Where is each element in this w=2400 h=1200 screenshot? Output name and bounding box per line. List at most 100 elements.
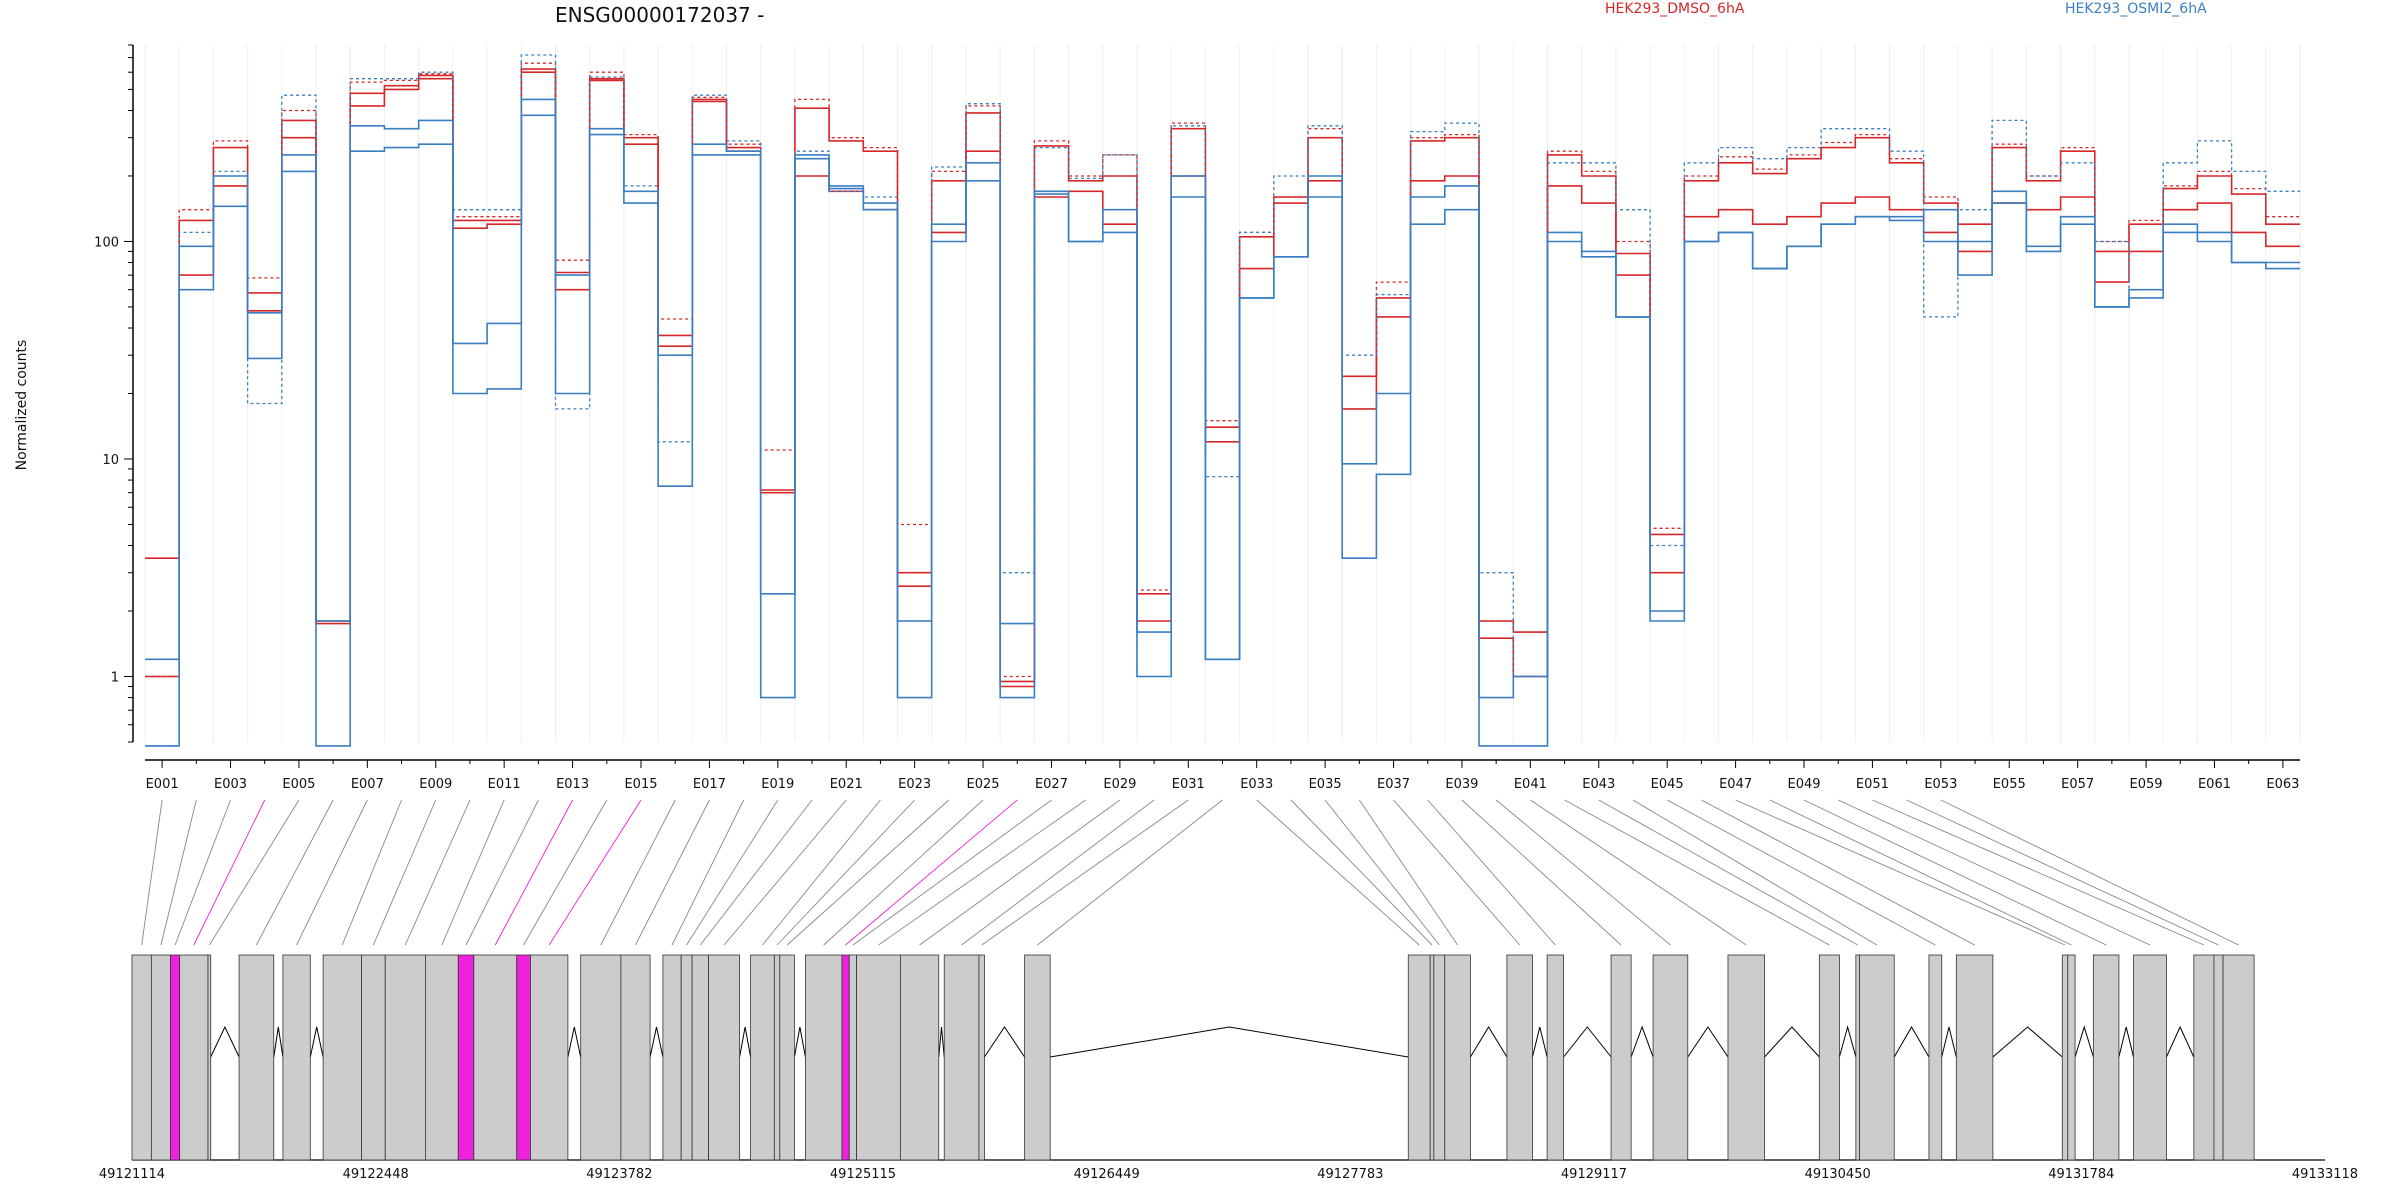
x-tick-label: E013: [556, 777, 589, 792]
intron-line: [210, 1025, 240, 1058]
exon-links: [141, 799, 2239, 946]
intron-line: [309, 1026, 324, 1058]
exon-block: [680, 954, 693, 1161]
exon-block-highlighted: [457, 954, 475, 1161]
exon-link-line: [1906, 799, 2219, 946]
x-tick-label: E041: [1514, 777, 1547, 792]
intron-line: [1469, 1026, 1508, 1058]
gene-model: 49121114 49122448 49123782 49125115 49126449…: [99, 954, 2358, 1182]
plot-series: [145, 54, 2300, 747]
legend-entry: HEK293_DMSO_6hA: [1605, 1, 1745, 17]
exon-link-line: [776, 799, 915, 946]
x-tick-label: E029: [1103, 777, 1136, 792]
x-tick-label: E053: [1924, 777, 1957, 792]
x-tick-label: E025: [967, 777, 1000, 792]
exon-block: [2193, 954, 2215, 1161]
y-axis-label: Normalized counts: [14, 340, 30, 471]
exon-block: [2067, 954, 2076, 1161]
exon-block: [691, 954, 709, 1161]
coordinate-label: 49121114: [99, 1167, 165, 1182]
exon-link-line: [1256, 799, 1420, 946]
chart-title: ENSG00000172037 -: [555, 3, 764, 27]
exon-link-line: [341, 799, 402, 946]
intron-line: [938, 1026, 945, 1058]
series-line-osmi-5: [145, 54, 2300, 747]
exon-block: [750, 954, 775, 1161]
exon-block: [2133, 954, 2167, 1161]
exon-link-line: [548, 799, 642, 946]
exon-block: [238, 954, 275, 1161]
exon-block: [1546, 954, 1564, 1161]
exon-link-line: [494, 799, 573, 946]
exon-block: [899, 954, 940, 1161]
exon-link-line: [671, 799, 745, 946]
exon-link-line: [699, 799, 813, 946]
exon-link-line: [786, 799, 950, 946]
coordinate-label: 49129117: [1561, 1167, 1627, 1182]
series-line-dmso-0: [145, 68, 2300, 683]
exon-link-line: [1037, 799, 1223, 946]
x-tick-label: E037: [1377, 777, 1410, 792]
exon-link-line: [878, 799, 1086, 946]
exon-block-highlighted: [516, 954, 531, 1161]
exon-block: [2222, 954, 2255, 1161]
exon-link-line: [1666, 799, 1936, 946]
exon-link-line: [1735, 799, 2066, 946]
exon-link-line: [1701, 799, 1975, 946]
exon-block: [773, 954, 781, 1161]
exon-link-line: [1598, 799, 1858, 946]
exon-link-line: [193, 799, 266, 946]
exon-block: [1433, 954, 1446, 1161]
exon-link-line: [762, 799, 881, 946]
exon-block: [131, 954, 152, 1161]
exon-block: [779, 954, 795, 1161]
exon-link-line: [465, 799, 539, 946]
exon-link-line: [1358, 799, 1458, 946]
exon-block: [384, 954, 426, 1161]
coordinate-label: 49131784: [2048, 1167, 2114, 1182]
exon-link-line: [961, 799, 1155, 946]
series-line-osmi-4: [145, 114, 2300, 747]
exon-link-line: [1564, 799, 1830, 946]
exon-link-line: [1632, 799, 1878, 946]
exon-block: [2213, 954, 2224, 1161]
x-axis: E001 E003 E005 E007 E009 E011 E013 E015 E017 E019…: [145, 759, 2300, 792]
exon-link-line: [823, 799, 984, 946]
intron-line: [2074, 1025, 2094, 1058]
coordinate-label: 49125115: [830, 1167, 896, 1182]
exon-block: [1444, 954, 1471, 1161]
intron-line: [793, 1026, 806, 1058]
exon-block: [1727, 954, 1765, 1161]
exon-block: [207, 954, 212, 1161]
exon-block: [2092, 954, 2120, 1161]
exon-block: [620, 954, 651, 1161]
legend: HEK293_DMSO_6hA HEK293_OSMI2_6hA: [1605, 1, 2207, 17]
exon-block: [1818, 954, 1840, 1161]
x-tick-label: E055: [1993, 777, 2026, 792]
x-tick-label: E043: [1582, 777, 1615, 792]
exon-block-highlighted: [841, 954, 850, 1161]
x-tick-label: E047: [1719, 777, 1752, 792]
exon-block: [662, 954, 682, 1161]
exon-block: [530, 954, 569, 1161]
exon-block: [1024, 954, 1051, 1161]
series-line-dmso-2: [145, 62, 2300, 678]
exon-link-line: [1461, 799, 1622, 946]
exon-block: [150, 954, 171, 1161]
exon-link-line: [208, 799, 300, 946]
exon-block: [473, 954, 518, 1161]
y-tick-label: 1: [111, 671, 119, 686]
intron-line: [1687, 1026, 1729, 1058]
exon-block: [1407, 954, 1431, 1161]
x-tick-label: E049: [1787, 777, 1820, 792]
exon-link-line: [160, 799, 197, 946]
exon-link-line: [686, 799, 779, 946]
exon-block: [1652, 954, 1689, 1161]
x-tick-label: E005: [282, 777, 315, 792]
exon-link-line: [1324, 799, 1440, 946]
exon-block: [1928, 954, 1943, 1161]
x-tick-label: E061: [2198, 777, 2231, 792]
x-tick-label: E021: [830, 777, 863, 792]
exon-link-line: [723, 799, 847, 946]
